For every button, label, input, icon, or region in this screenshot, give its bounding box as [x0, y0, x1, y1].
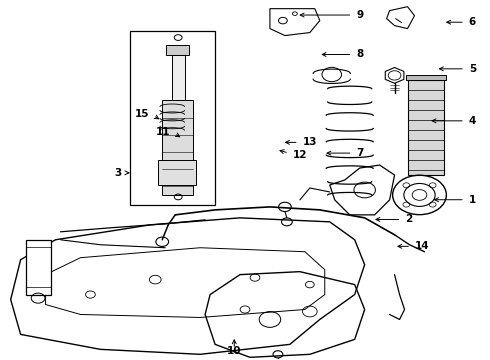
Text: 10: 10 — [227, 346, 242, 356]
Text: 7: 7 — [356, 148, 364, 158]
Text: 11: 11 — [156, 127, 170, 136]
Text: 14: 14 — [415, 241, 430, 251]
Bar — [172, 55, 185, 100]
Text: 13: 13 — [303, 138, 317, 147]
Text: 8: 8 — [356, 49, 364, 59]
Bar — [162, 100, 193, 195]
Text: 9: 9 — [356, 10, 364, 20]
Bar — [25, 240, 50, 294]
Bar — [166, 45, 189, 55]
Text: 5: 5 — [469, 64, 476, 74]
Text: 12: 12 — [293, 150, 307, 160]
Text: 2: 2 — [405, 215, 413, 224]
Text: 3: 3 — [114, 168, 122, 178]
Text: 4: 4 — [469, 116, 476, 126]
Bar — [408, 80, 444, 175]
Text: 15: 15 — [135, 109, 149, 119]
Bar — [406, 75, 446, 80]
Text: 1: 1 — [469, 195, 476, 205]
Bar — [130, 31, 215, 205]
Polygon shape — [158, 160, 196, 185]
Text: 6: 6 — [469, 17, 476, 27]
